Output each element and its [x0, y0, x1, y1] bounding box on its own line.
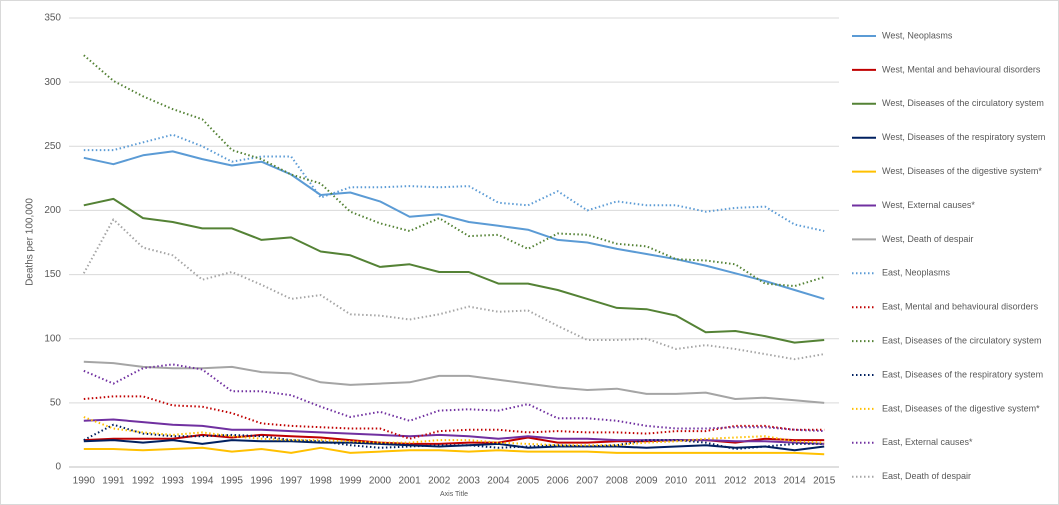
- y-tick-label: 250: [44, 141, 61, 152]
- legend-label: West, Diseases of the circulatory system: [882, 98, 1044, 108]
- x-tick-label: 1991: [102, 476, 125, 487]
- x-tick-label: 1990: [73, 476, 96, 487]
- x-tick-label: 2007: [576, 476, 599, 487]
- y-tick-label: 0: [55, 462, 61, 473]
- x-tick-label: 2011: [695, 476, 717, 487]
- legend-label: West, Diseases of the respiratory system: [882, 132, 1045, 142]
- y-tick-label: 200: [44, 205, 61, 216]
- y-axis-title: Deaths per 100,000: [25, 198, 36, 286]
- x-tick-label: 1994: [191, 476, 214, 487]
- line-series: [83, 395, 825, 440]
- line-series: [83, 446, 825, 456]
- x-tick-label: 2000: [369, 476, 392, 487]
- line-series: [83, 423, 825, 450]
- legend-label: East, Neoplasms: [882, 268, 951, 278]
- line-series: [83, 360, 825, 404]
- legend-label: East, External causes*: [882, 437, 973, 447]
- x-tick-label: 1993: [162, 476, 185, 487]
- x-tick-label: 2013: [754, 476, 777, 487]
- y-tick-label: 300: [44, 77, 61, 88]
- legend-label: East, Diseases of the circulatory system: [882, 335, 1042, 345]
- y-tick-label: 100: [44, 333, 61, 344]
- line-series: [82, 218, 825, 361]
- x-tick-label: 1992: [132, 476, 155, 487]
- x-tick-label: 2006: [547, 476, 570, 487]
- x-tick-label: 2015: [813, 476, 836, 487]
- x-tick-label: 2008: [606, 476, 629, 487]
- x-tick-label: 2004: [487, 476, 510, 487]
- y-tick-label: 350: [44, 13, 61, 24]
- legend-label: East, Mental and behavioural disorders: [882, 302, 1039, 312]
- x-tick-label: 2003: [458, 476, 481, 487]
- x-tick-label: 2009: [635, 476, 658, 487]
- legend-label: West, Mental and behavioural disorders: [882, 64, 1041, 74]
- legend-label: West, Neoplasms: [882, 30, 953, 40]
- line-series: [83, 150, 825, 300]
- x-tick-label: 2014: [783, 476, 806, 487]
- x-axis-title: Axis Title: [440, 491, 468, 498]
- x-tick-label: 2005: [517, 476, 540, 487]
- y-tick-label: 50: [50, 397, 62, 408]
- y-tick-label: 150: [44, 269, 61, 280]
- line-series: [83, 197, 825, 344]
- legend-label: East, Death of despair: [882, 471, 971, 481]
- x-tick-label: 2002: [428, 476, 451, 487]
- x-tick-label: 2001: [398, 476, 421, 487]
- legend-label: West, External causes*: [882, 200, 975, 210]
- x-tick-label: 1995: [221, 476, 244, 487]
- legend-label: West, Death of despair: [882, 234, 973, 244]
- legend-label: East, Diseases of the respiratory system: [882, 369, 1043, 379]
- line-series: [83, 133, 825, 232]
- line-series: [83, 416, 825, 447]
- legend-label: West, Diseases of the digestive system*: [882, 166, 1042, 176]
- legend-label: East, Diseases of the digestive system*: [882, 403, 1040, 413]
- x-tick-label: 2012: [724, 476, 747, 487]
- x-tick-label: 1998: [310, 476, 333, 487]
- line-series: [83, 363, 825, 433]
- x-tick-label: 1996: [250, 476, 273, 487]
- x-tick-label: 1999: [339, 476, 362, 487]
- x-tick-label: 2010: [665, 476, 688, 487]
- x-tick-label: 1997: [280, 476, 303, 487]
